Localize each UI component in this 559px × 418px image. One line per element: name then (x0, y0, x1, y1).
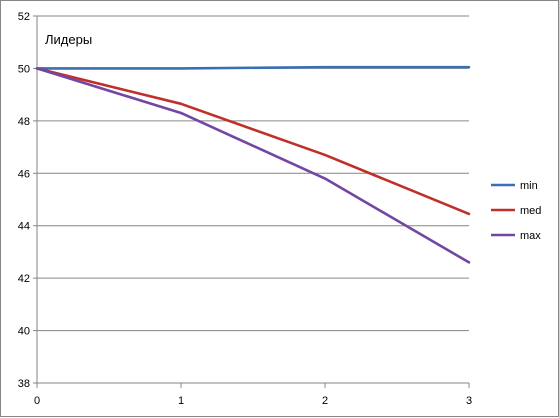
y-tick-label: 48 (18, 116, 30, 128)
y-tick-label: 50 (18, 63, 30, 75)
x-tick-label: 2 (322, 395, 328, 407)
legend-label-max: max (520, 230, 541, 242)
legend-label-min: min (520, 180, 538, 192)
legend-label-med: med (520, 205, 541, 217)
y-tick-label: 44 (18, 221, 30, 233)
y-tick-label: 46 (18, 168, 30, 180)
series-line-med (37, 68, 469, 213)
axes (33, 16, 469, 388)
y-tick-label: 42 (18, 273, 30, 285)
series-line-min (37, 67, 469, 68)
legend: min med max (491, 180, 541, 242)
series-lines (37, 67, 469, 262)
y-tick-label: 52 (18, 11, 30, 23)
chart-annotation: Лидеры (45, 32, 92, 47)
x-tick-label: 0 (34, 395, 40, 407)
grid-lines (37, 16, 469, 331)
y-tick-label: 38 (18, 378, 30, 390)
x-tick-label: 1 (178, 395, 184, 407)
x-tick-label: 3 (466, 395, 472, 407)
tick-labels: 38 40 42 44 46 48 50 52 0 1 2 3 (18, 11, 472, 407)
series-line-max (37, 68, 469, 262)
y-tick-label: 40 (18, 326, 30, 338)
